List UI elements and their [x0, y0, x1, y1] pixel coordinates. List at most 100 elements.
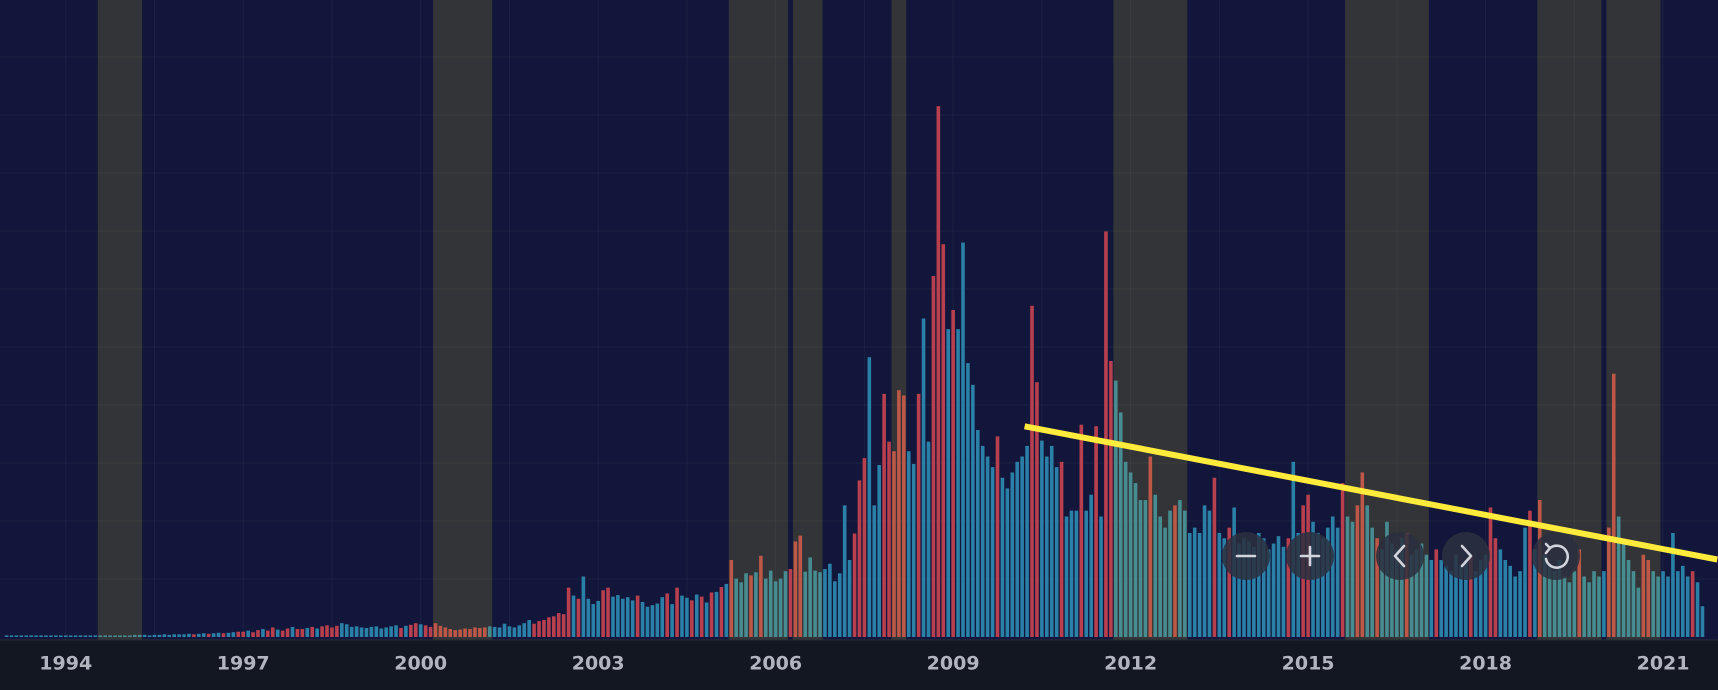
bar — [512, 627, 517, 637]
bar — [1399, 538, 1404, 637]
bar — [852, 533, 857, 637]
bar — [1123, 461, 1128, 637]
bar — [1296, 532, 1301, 637]
bar — [364, 627, 369, 637]
bar — [1567, 582, 1572, 637]
bar — [837, 573, 842, 637]
bar — [1557, 560, 1562, 637]
bar — [177, 634, 181, 637]
bar — [729, 560, 734, 637]
bar — [1030, 305, 1034, 637]
bar — [734, 578, 739, 637]
bar — [552, 616, 556, 637]
bar — [1518, 571, 1522, 637]
bar — [655, 603, 660, 637]
bar — [221, 633, 226, 637]
bar — [773, 581, 778, 637]
bar — [1138, 500, 1143, 637]
bar — [1000, 477, 1005, 637]
zoom-out-button[interactable] — [1222, 532, 1270, 580]
bar — [926, 441, 931, 637]
bar — [1528, 510, 1532, 637]
bar — [798, 535, 803, 637]
bar — [172, 634, 176, 637]
scroll-right-button[interactable] — [1442, 532, 1490, 580]
bar — [1153, 494, 1158, 637]
bar — [630, 600, 635, 637]
bar — [650, 605, 655, 637]
bar — [1459, 565, 1463, 637]
bar — [1626, 560, 1631, 637]
bar — [201, 633, 206, 637]
time-axis — [0, 640, 1718, 690]
bar — [709, 592, 714, 637]
bar — [704, 602, 709, 637]
trend-line — [1024, 423, 1718, 563]
bar — [1197, 532, 1202, 637]
bar — [1533, 549, 1537, 637]
x-tick-label: 2000 — [394, 653, 447, 675]
bar — [980, 445, 985, 637]
bar — [1503, 560, 1508, 637]
x-labels: 1994 1997 2000 2003 2006 2009 2012 2015 2018 2021 — [39, 653, 1689, 675]
bar — [961, 242, 965, 638]
bar — [49, 635, 53, 637]
bar — [14, 635, 19, 637]
bar — [1587, 582, 1591, 637]
bar — [1666, 576, 1670, 637]
bar — [438, 625, 443, 637]
bar — [478, 627, 482, 637]
bar — [818, 572, 822, 637]
bar — [1508, 565, 1513, 637]
bar — [1261, 538, 1266, 637]
bar — [1133, 483, 1138, 637]
bar — [389, 626, 393, 637]
bar — [137, 634, 142, 637]
bar — [635, 595, 640, 637]
bar — [1385, 521, 1389, 637]
bar — [763, 578, 768, 637]
bar — [63, 635, 68, 637]
bar — [1192, 527, 1197, 637]
bar — [995, 436, 1000, 637]
bar — [167, 634, 172, 637]
bar — [182, 634, 186, 637]
reset-button[interactable] — [1532, 532, 1580, 580]
bar — [1187, 532, 1192, 637]
bar — [1572, 571, 1577, 637]
bar — [1010, 472, 1015, 637]
bar — [1109, 360, 1113, 637]
bar — [828, 563, 832, 637]
bar — [1163, 527, 1167, 637]
bar — [54, 635, 58, 637]
bar — [581, 576, 586, 637]
bar — [1542, 554, 1547, 637]
bar — [142, 634, 147, 637]
bar — [1045, 456, 1049, 637]
bar — [1069, 510, 1074, 637]
bar — [892, 451, 896, 637]
bar — [1316, 532, 1320, 637]
bar — [685, 597, 689, 637]
bar — [566, 587, 571, 637]
bar — [349, 626, 354, 637]
bar — [1084, 510, 1089, 637]
zoom-in-button[interactable] — [1286, 532, 1334, 580]
bar — [1676, 571, 1680, 637]
bar — [1656, 576, 1660, 637]
bar — [492, 626, 497, 637]
scroll-left-button[interactable] — [1376, 532, 1424, 580]
bar — [1523, 527, 1527, 637]
highlight-band — [1113, 0, 1188, 640]
x-tick-label: 2018 — [1459, 653, 1512, 675]
bar — [1454, 554, 1458, 637]
bar — [527, 620, 531, 637]
bar — [645, 606, 650, 637]
bar — [1390, 543, 1394, 637]
bar — [616, 595, 620, 637]
bar — [946, 329, 950, 637]
bar — [4, 635, 9, 637]
bar — [862, 458, 867, 637]
bar — [788, 569, 793, 637]
